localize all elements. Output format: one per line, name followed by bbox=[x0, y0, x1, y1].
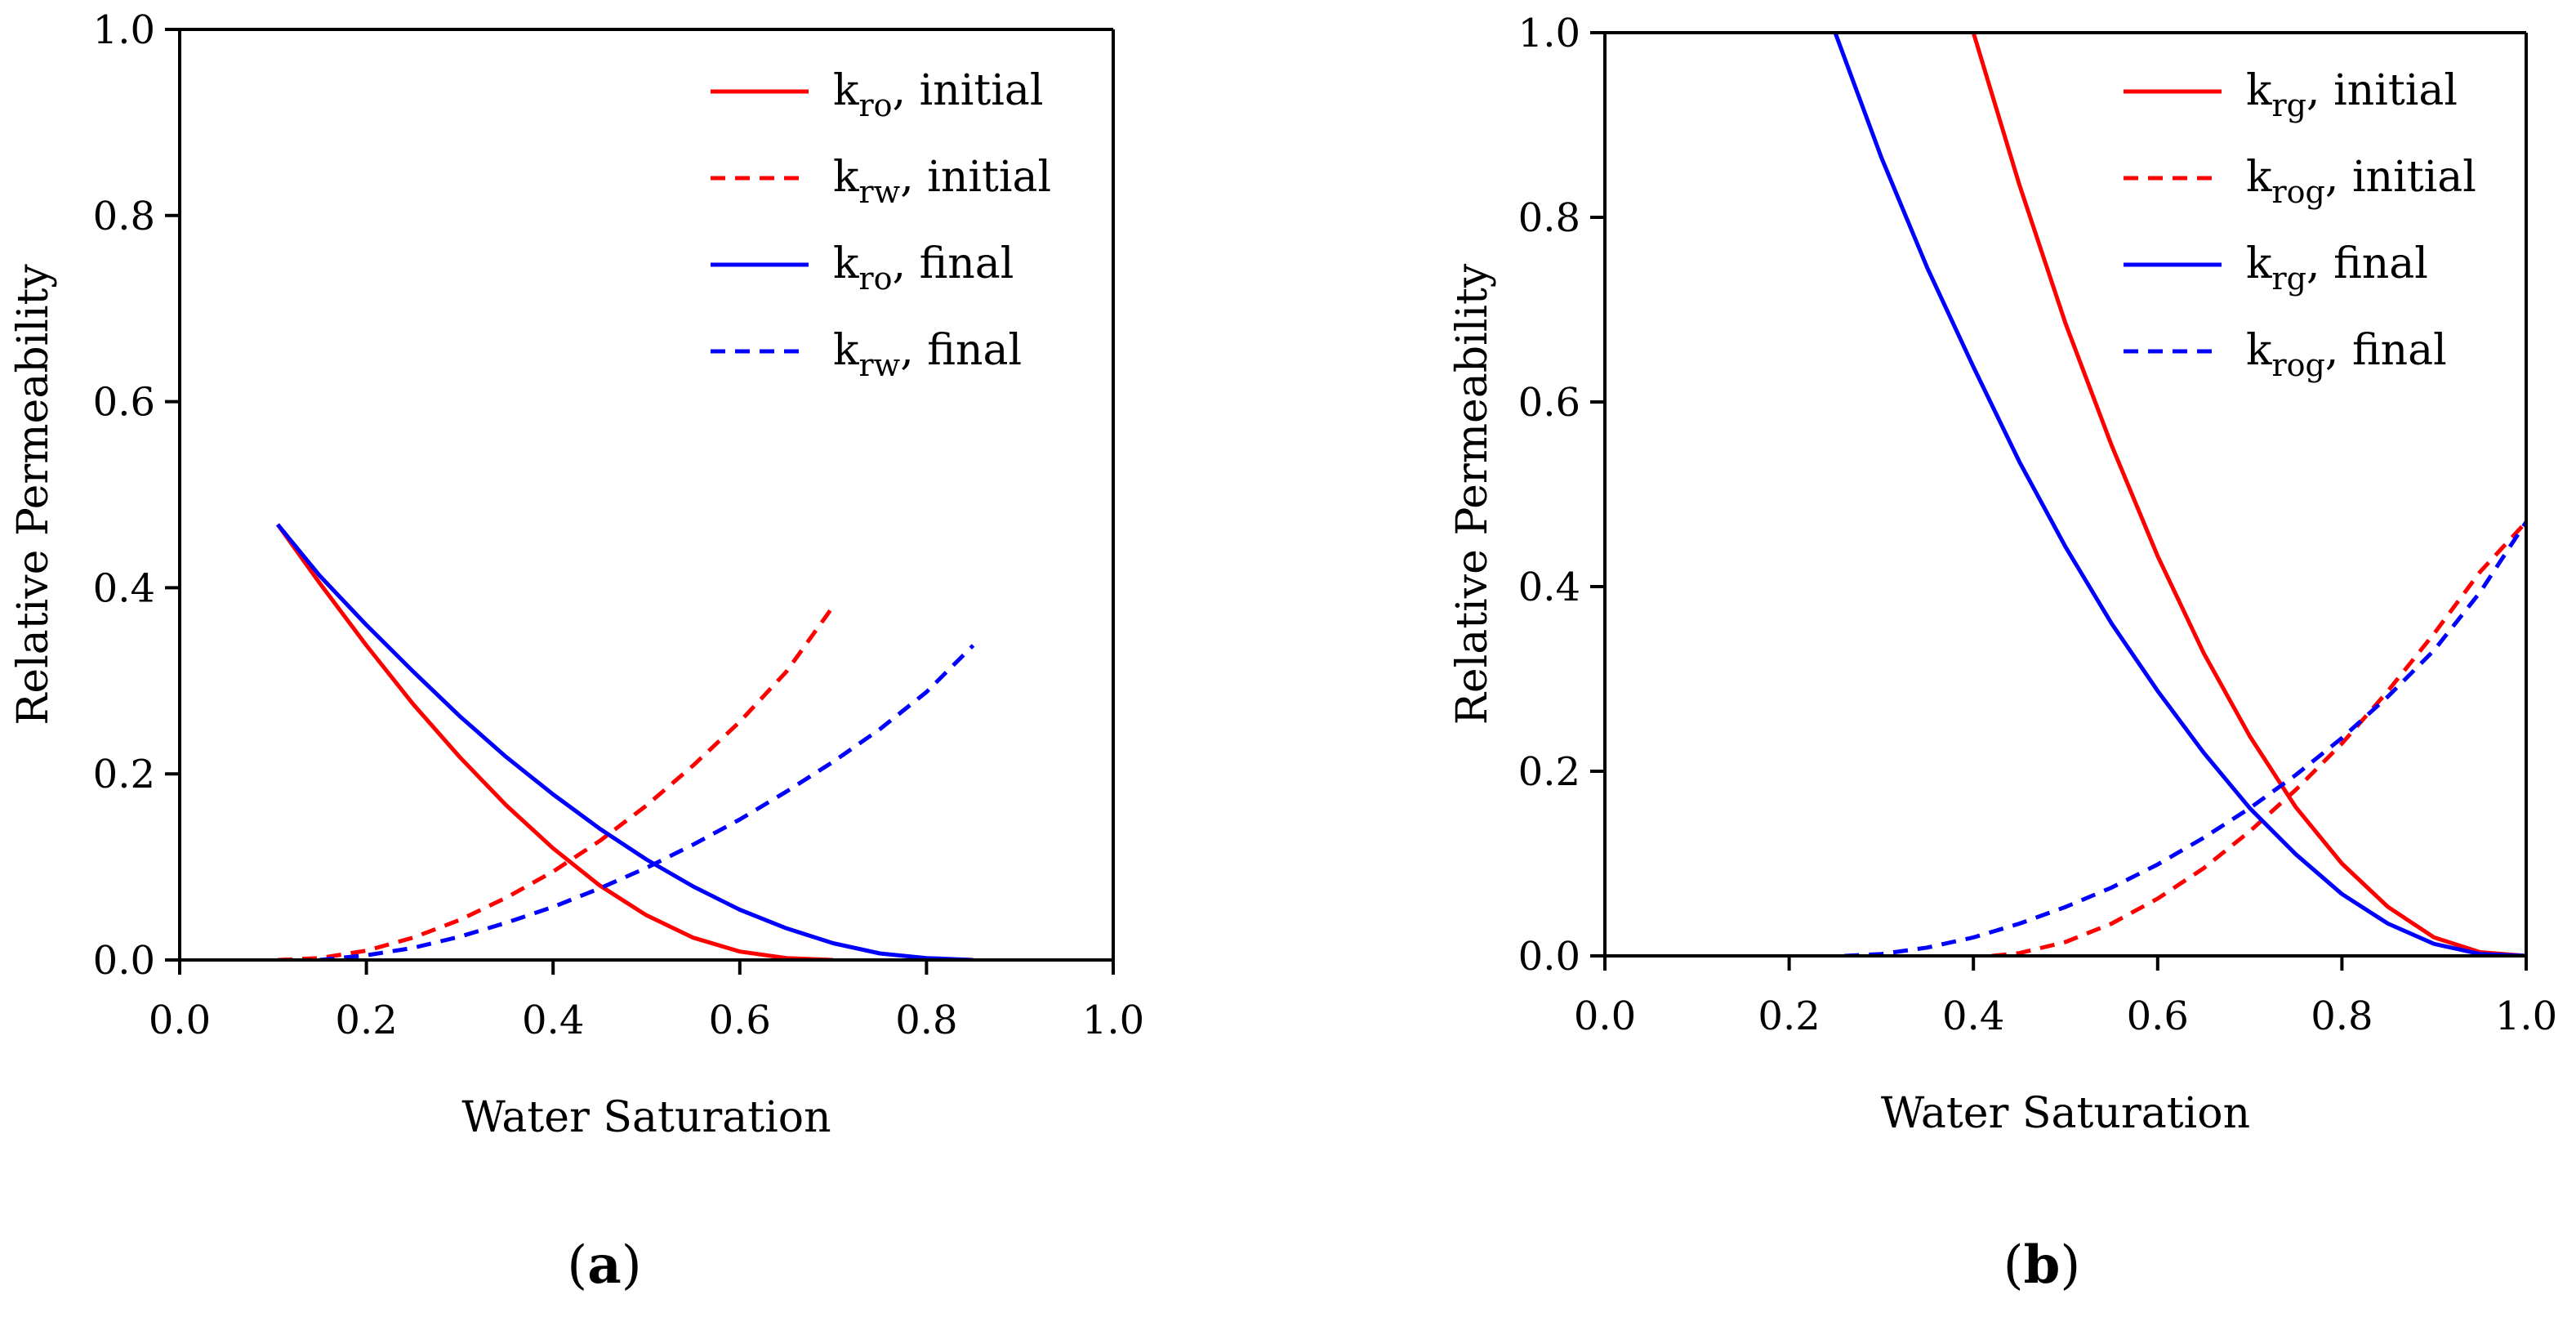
y-axis-title: Relative Permeability bbox=[9, 264, 58, 725]
x-tick-label: 0.4 bbox=[1942, 993, 2004, 1039]
series-line-ro-solid-2 bbox=[276, 523, 974, 960]
y-tick-label: 0.2 bbox=[1518, 749, 1580, 795]
panel-a: 0.0 0.2 0.4 0.6 0.8 1.0 0.0 0.2 0.4 0.6 0.8 1.0 Wate… bbox=[9, 7, 1144, 1296]
legend-entry: kro, initial bbox=[833, 66, 1044, 123]
legend-entry: kro, final bbox=[833, 239, 1014, 297]
panel-b: 0.0 0.2 0.4 0.6 0.8 1.0 0.0 0.2 0.4 0.6 0.8 1.0 Wate… bbox=[1448, 11, 2557, 1296]
legend-entry: krg, initial bbox=[2246, 66, 2458, 123]
x-axis-title: Water Saturation bbox=[1881, 1089, 2250, 1138]
y-tick-label: 0.6 bbox=[1518, 380, 1580, 426]
legend: kro, initial krw, initial kro, final krw, f… bbox=[711, 66, 1051, 383]
series-line-rog-dashed-3 bbox=[1844, 520, 2526, 956]
y-tick-label: 1.0 bbox=[1518, 11, 1580, 56]
x-tick-label: 0.8 bbox=[895, 998, 957, 1043]
series-line-rw-dashed-1 bbox=[277, 605, 836, 960]
x-tick-label: 0.4 bbox=[522, 998, 584, 1043]
series-group bbox=[1833, 33, 2526, 956]
y-tick-label: 0.6 bbox=[93, 380, 155, 426]
y-axis-title: Relative Permeability bbox=[1448, 263, 1497, 725]
x-tick-label: 0.2 bbox=[335, 998, 397, 1043]
x-tick-label: 0.0 bbox=[1574, 993, 1636, 1039]
y-tick-label: 0.2 bbox=[93, 752, 155, 797]
x-tick-label: 0.8 bbox=[2311, 993, 2373, 1039]
x-tick-label: 0.6 bbox=[2127, 993, 2189, 1039]
legend-entry: krw, final bbox=[833, 326, 1022, 383]
series-line-rw-dashed-3 bbox=[319, 644, 975, 960]
x-axis-title: Water Saturation bbox=[461, 1093, 831, 1142]
y-tick-label: 0.8 bbox=[1518, 195, 1580, 241]
legend: krg, initial krog, initial krg, final krog,… bbox=[2124, 66, 2476, 383]
legend-entry: krw, initial bbox=[833, 153, 1051, 210]
series-line-rog-dashed-1 bbox=[1991, 520, 2526, 956]
legend-entry: krog, initial bbox=[2246, 153, 2476, 210]
x-tick-label: 0.6 bbox=[709, 998, 771, 1043]
x-tick-label: 0.0 bbox=[149, 998, 211, 1043]
x-tick-label: 1.0 bbox=[1082, 998, 1144, 1043]
legend-entry: krog, final bbox=[2246, 326, 2447, 383]
y-tick-label: 1.0 bbox=[93, 7, 155, 53]
x-tick-label: 0.2 bbox=[1758, 993, 1820, 1039]
series-line-ro-solid-0 bbox=[275, 523, 834, 960]
series-group bbox=[275, 523, 975, 960]
y-tick-label: 0.4 bbox=[1518, 565, 1580, 610]
panel-label: (b) bbox=[2003, 1234, 2081, 1296]
series-line-rg-solid-2 bbox=[1833, 33, 2526, 956]
y-tick-label: 0.4 bbox=[93, 565, 155, 611]
y-tick-label: 0.0 bbox=[1518, 934, 1580, 980]
legend-entry: krg, final bbox=[2246, 239, 2428, 297]
y-tick-label: 0.0 bbox=[93, 938, 155, 984]
x-tick-label: 1.0 bbox=[2495, 993, 2557, 1039]
panel-label: (a) bbox=[567, 1234, 641, 1296]
y-tick-label: 0.8 bbox=[93, 194, 155, 239]
series-line-rg-solid-0 bbox=[1971, 33, 2526, 956]
